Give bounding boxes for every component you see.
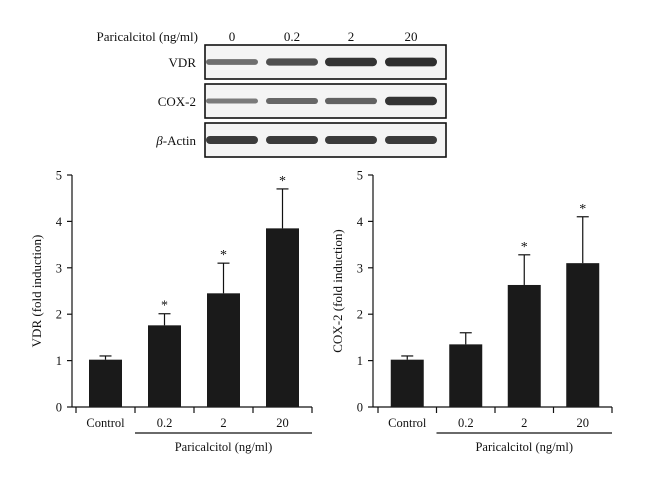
blot-band [325,57,377,67]
bar [566,263,600,407]
blot-band [206,59,258,65]
blot-band [385,96,437,106]
y-axis-label: COX-2 (fold induction) [330,229,345,352]
y-axis-label: VDR (fold induction) [29,235,44,348]
blot-row-label-text: -Actin [163,133,197,148]
blot-dose-label: 20 [405,29,418,44]
blot-rows: VDR COX-2 β-Actin [155,44,447,158]
bar [390,359,424,407]
x-category-label: 0.2 [157,416,173,430]
bar [148,325,181,407]
blot-band [325,97,377,105]
blot-row: β-Actin [155,122,447,158]
blot-row-label-text: VDR [169,55,197,70]
y-tick-label: 3 [56,261,62,275]
y-tick-label: 0 [56,401,62,415]
blot-row-label: COX-2 [158,94,196,109]
blot-row: COX-2 [158,83,447,119]
blot-dose-label: 0.2 [284,29,300,44]
significance-marker: * [521,240,528,255]
significance-marker: * [279,174,286,189]
y-tick-label: 0 [357,401,363,415]
blot-row-label: VDR [169,55,197,70]
bar [266,228,299,407]
blot-band [325,135,377,145]
y-tick-label: 1 [357,354,363,368]
blot-treatment-label: Paricalcitol (ng/ml) [97,29,198,44]
bar [449,344,483,407]
x-category-label: 2 [521,416,527,430]
blot-band [266,58,318,66]
y-tick-label: 5 [357,169,363,183]
western-blot-panel: Paricalcitol (ng/ml) 0 0.2 2 20 VDR COX-2 β-A… [97,29,447,158]
x-axis-label: Paricalcitol (ng/ml) [475,440,573,454]
blot-row: VDR [169,44,447,80]
bar [89,359,122,407]
y-tick-label: 4 [357,215,364,229]
significance-marker: * [579,202,586,217]
blot-band [206,98,258,104]
blot-band [206,135,258,145]
blot-dose-label: 0 [229,29,236,44]
bar [207,293,240,407]
y-tick-label: 4 [56,215,63,229]
y-tick-label: 2 [56,308,62,322]
significance-marker: * [220,248,227,263]
blot-band [385,135,437,145]
blot-band [266,135,318,145]
cox2-bar-chart: 0 1 2 3 4 5 Control 0.2 * 2 * 20 Paricalcitol (ng/ml… [330,169,613,454]
x-category-label: 20 [577,416,590,430]
blot-row-label-text: COX-2 [158,94,196,109]
blot-row-label: β-Actin [155,133,196,148]
y-tick-label: 2 [357,308,363,322]
blot-band [266,98,318,104]
y-tick-label: 1 [56,354,62,368]
x-axis-label: Paricalcitol (ng/ml) [175,440,273,454]
bar [507,284,541,407]
blot-band [385,57,437,67]
x-category-label: Control [86,416,125,430]
x-category-label: 0.2 [458,416,474,430]
x-category-label: 2 [220,416,226,430]
x-category-label: Control [388,416,427,430]
y-tick-label: 5 [56,169,62,183]
blot-dose-label: 2 [348,29,355,44]
blot-dose-labels: 0 0.2 2 20 [229,29,418,44]
y-tick-label: 3 [357,261,363,275]
x-category-label: 20 [276,416,289,430]
blot-row-label-prefix: β [155,133,163,148]
significance-marker: * [161,299,168,314]
